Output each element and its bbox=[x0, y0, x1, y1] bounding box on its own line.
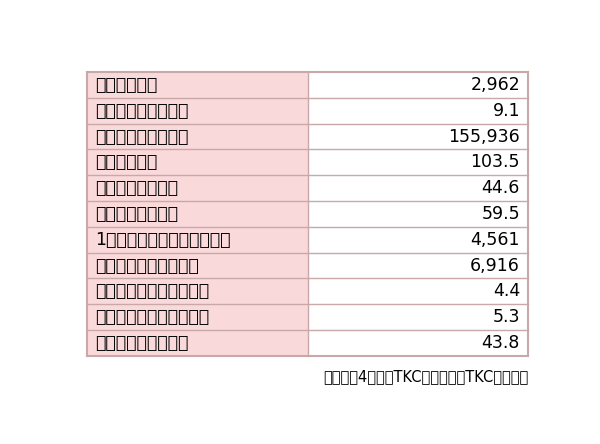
Text: （「令和4年版　TKC経営指標」TKC全国会）: （「令和4年版 TKC経営指標」TKC全国会） bbox=[323, 369, 529, 384]
Bar bbox=[86, 253, 308, 278]
Bar bbox=[86, 227, 308, 253]
Bar bbox=[308, 278, 529, 304]
Text: 限界利益率（％）: 限界利益率（％） bbox=[95, 179, 178, 197]
Text: 1人当り人件費（千円／年）: 1人当り人件費（千円／年） bbox=[95, 231, 230, 249]
Text: 5.3: 5.3 bbox=[493, 308, 520, 326]
Bar bbox=[308, 304, 529, 330]
Bar bbox=[86, 330, 308, 356]
Text: 売上高（千円／年）: 売上高（千円／年） bbox=[95, 127, 188, 146]
Bar bbox=[86, 175, 308, 201]
Text: 103.5: 103.5 bbox=[470, 153, 520, 171]
Bar bbox=[308, 98, 529, 124]
Text: 労働分配率（％）: 労働分配率（％） bbox=[95, 205, 178, 223]
Text: 9.1: 9.1 bbox=[493, 102, 520, 120]
Text: 自己資本比率（％）: 自己資本比率（％） bbox=[95, 334, 188, 352]
Bar bbox=[308, 150, 529, 175]
Text: 4,561: 4,561 bbox=[470, 231, 520, 249]
Bar bbox=[86, 72, 308, 98]
Bar bbox=[86, 150, 308, 175]
Bar bbox=[86, 278, 308, 304]
Text: 前年比（％）: 前年比（％） bbox=[95, 153, 157, 171]
Bar bbox=[86, 98, 308, 124]
Bar bbox=[308, 227, 529, 253]
Bar bbox=[308, 253, 529, 278]
Text: 59.5: 59.5 bbox=[481, 205, 520, 223]
Text: 155,936: 155,936 bbox=[448, 127, 520, 146]
Text: 企業数（社）: 企業数（社） bbox=[95, 76, 157, 94]
Bar bbox=[308, 201, 529, 227]
Text: 総資本経常利益率（％）: 総資本経常利益率（％） bbox=[95, 308, 209, 326]
Bar bbox=[86, 201, 308, 227]
Text: 経常利益（千円／年）: 経常利益（千円／年） bbox=[95, 257, 199, 274]
Bar bbox=[308, 175, 529, 201]
Bar bbox=[308, 72, 529, 98]
Text: 4.4: 4.4 bbox=[493, 282, 520, 300]
Bar bbox=[86, 304, 308, 330]
Bar bbox=[308, 124, 529, 150]
Text: 44.6: 44.6 bbox=[482, 179, 520, 197]
Bar bbox=[308, 330, 529, 356]
Text: 平均従事員数（人）: 平均従事員数（人） bbox=[95, 102, 188, 120]
Text: 2,962: 2,962 bbox=[470, 76, 520, 94]
Bar bbox=[86, 124, 308, 150]
Text: 43.8: 43.8 bbox=[482, 334, 520, 352]
Text: 売上高経常利益率（％）: 売上高経常利益率（％） bbox=[95, 282, 209, 300]
Text: 6,916: 6,916 bbox=[470, 257, 520, 274]
